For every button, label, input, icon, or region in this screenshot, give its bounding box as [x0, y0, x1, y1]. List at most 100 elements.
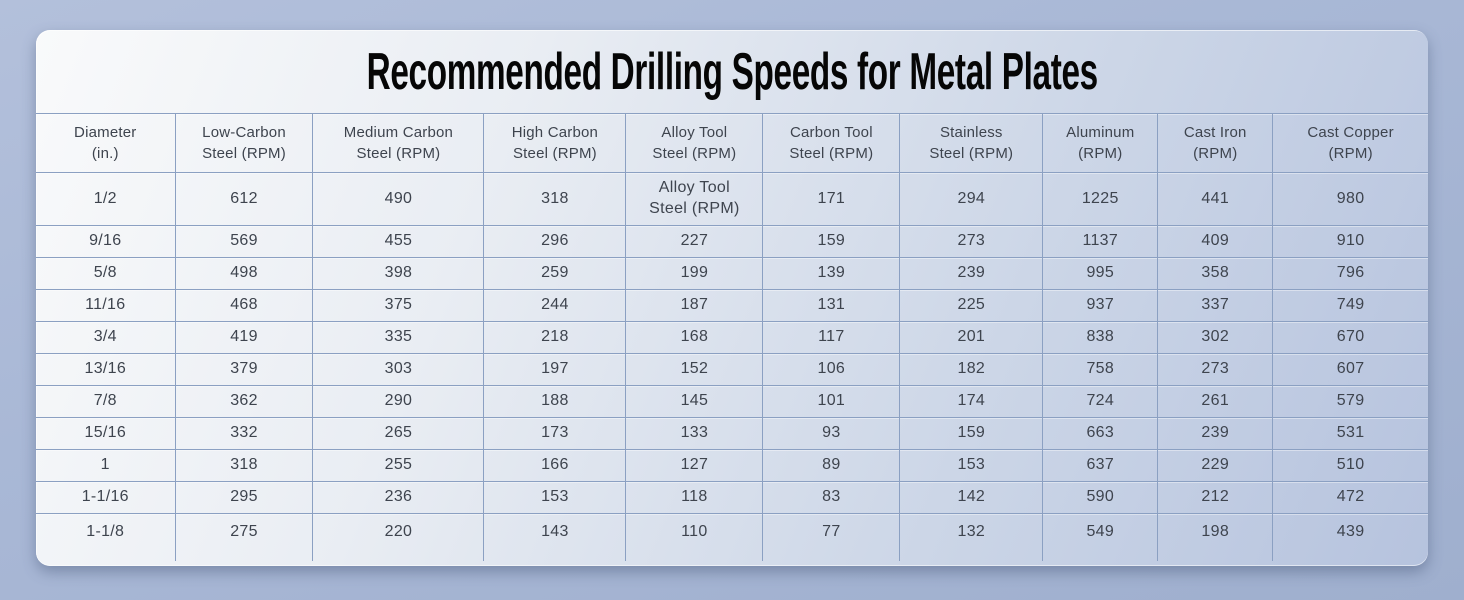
rpm-cell: 472	[1272, 481, 1428, 514]
table-row: 1-1/8 275 220 143 110 77 132 549 198 439	[36, 513, 1428, 561]
rpm-cell: 637	[1042, 449, 1159, 482]
rpm-cell: 294	[899, 172, 1044, 226]
rpm-cell: 132	[899, 513, 1044, 561]
rpm-cell: 77	[762, 513, 901, 561]
rpm-cell: 290	[312, 385, 485, 418]
column-header: High Carbon Steel (RPM)	[483, 113, 627, 173]
rpm-cell: 152	[625, 353, 764, 386]
rpm-cell: 569	[174, 225, 314, 258]
rpm-cell: 131	[762, 289, 901, 322]
table-row: 13/16 379 303 197 152 106 182 758 273 607	[36, 353, 1428, 386]
rpm-cell: 142	[899, 481, 1044, 514]
rpm-cell: 302	[1157, 321, 1274, 354]
rpm-cell: 980	[1272, 172, 1428, 226]
rpm-cell: 244	[483, 289, 627, 322]
rpm-cell: 749	[1272, 289, 1428, 322]
rpm-cell: 490	[312, 172, 485, 226]
diameter-cell: 1	[36, 449, 176, 482]
rpm-cell: 182	[899, 353, 1044, 386]
table-row: 5/8 498 398 259 199 139 239 995 358 796	[36, 257, 1428, 290]
rpm-cell: 174	[899, 385, 1044, 418]
rpm-cell: 89	[762, 449, 901, 482]
rpm-cell: 273	[1157, 353, 1274, 386]
diameter-cell: 7/8	[36, 385, 176, 418]
drilling-speeds-table: Diameter (in.) Low-Carbon Steel (RPM) Medi…	[36, 113, 1428, 561]
title-band: Recommended Drilling Speeds for Metal Pl…	[36, 30, 1428, 113]
rpm-cell: 498	[174, 257, 314, 290]
rpm-cell: 663	[1042, 417, 1159, 450]
rpm-cell: 510	[1272, 449, 1428, 482]
diameter-cell: 9/16	[36, 225, 176, 258]
rpm-cell: 337	[1157, 289, 1274, 322]
rpm-cell: 229	[1157, 449, 1274, 482]
rpm-cell: 159	[899, 417, 1044, 450]
rpm-cell: 201	[899, 321, 1044, 354]
column-header: Carbon Tool Steel (RPM)	[762, 113, 901, 173]
rpm-cell: 296	[483, 225, 627, 258]
rpm-cell: 166	[483, 449, 627, 482]
table-row: 1 318 255 166 127 89 153 637 229 510	[36, 449, 1428, 482]
rpm-cell: 303	[312, 353, 485, 386]
column-header: Aluminum (RPM)	[1042, 113, 1159, 173]
page-title: Recommended Drilling Speeds for Metal Pl…	[366, 42, 1098, 101]
rpm-cell: 117	[762, 321, 901, 354]
rpm-cell: 275	[174, 513, 314, 561]
rpm-cell: 239	[899, 257, 1044, 290]
rpm-cell: 796	[1272, 257, 1428, 290]
diameter-cell: 13/16	[36, 353, 176, 386]
rpm-cell: 93	[762, 417, 901, 450]
rpm-cell: 153	[899, 449, 1044, 482]
rpm-cell: 362	[174, 385, 314, 418]
rpm-cell: 455	[312, 225, 485, 258]
rpm-cell: 225	[899, 289, 1044, 322]
diameter-cell: 1/2	[36, 172, 176, 226]
rpm-cell: 439	[1272, 513, 1428, 561]
rpm-cell: 910	[1272, 225, 1428, 258]
rpm-cell: 670	[1272, 321, 1428, 354]
rpm-cell: 358	[1157, 257, 1274, 290]
diameter-cell: 11/16	[36, 289, 176, 322]
table-row: 11/16 468 375 244 187 131 225 937 337 749	[36, 289, 1428, 322]
rpm-cell: 318	[174, 449, 314, 482]
rpm-cell: 1225	[1042, 172, 1159, 226]
rpm-cell: 579	[1272, 385, 1428, 418]
rpm-cell: 607	[1272, 353, 1428, 386]
table-row: 7/8 362 290 188 145 101 174 724 261 579	[36, 385, 1428, 418]
rpm-cell: 220	[312, 513, 485, 561]
rpm-cell: 187	[625, 289, 764, 322]
column-header: Cast Iron (RPM)	[1157, 113, 1274, 173]
column-header: Medium Carbon Steel (RPM)	[312, 113, 485, 173]
rpm-cell: 375	[312, 289, 485, 322]
rpm-cell: 139	[762, 257, 901, 290]
rpm-cell: 110	[625, 513, 764, 561]
table-row: 1-1/16 295 236 153 118 83 142 590 212 472	[36, 481, 1428, 514]
rpm-cell: 188	[483, 385, 627, 418]
rpm-cell: 159	[762, 225, 901, 258]
table-row: 9/16 569 455 296 227 159 273 1137 409 910	[36, 225, 1428, 258]
column-header: Diameter (in.)	[36, 113, 176, 173]
rpm-cell: 468	[174, 289, 314, 322]
rpm-cell: 332	[174, 417, 314, 450]
rpm-cell: 168	[625, 321, 764, 354]
drilling-speeds-card: Recommended Drilling Speeds for Metal Pl…	[36, 30, 1428, 566]
rpm-cell: 441	[1157, 172, 1274, 226]
rpm-cell: 153	[483, 481, 627, 514]
rpm-cell: 261	[1157, 385, 1274, 418]
rpm-cell: 838	[1042, 321, 1159, 354]
rpm-cell: 379	[174, 353, 314, 386]
rpm-cell: 198	[1157, 513, 1274, 561]
rpm-cell: 83	[762, 481, 901, 514]
rpm-cell: 227	[625, 225, 764, 258]
rpm-cell: 143	[483, 513, 627, 561]
rpm-cell: 409	[1157, 225, 1274, 258]
column-header: Cast Copper (RPM)	[1272, 113, 1428, 173]
rpm-cell: 255	[312, 449, 485, 482]
diameter-cell: 5/8	[36, 257, 176, 290]
rpm-cell: 273	[899, 225, 1044, 258]
rpm-cell: 531	[1272, 417, 1428, 450]
table-row: 15/16 332 265 173 133 93 159 663 239 531	[36, 417, 1428, 450]
column-header: Alloy Tool Steel (RPM)	[625, 113, 764, 173]
rpm-cell: 995	[1042, 257, 1159, 290]
diameter-cell: 3/4	[36, 321, 176, 354]
table-row: 3/4 419 335 218 168 117 201 838 302 670	[36, 321, 1428, 354]
